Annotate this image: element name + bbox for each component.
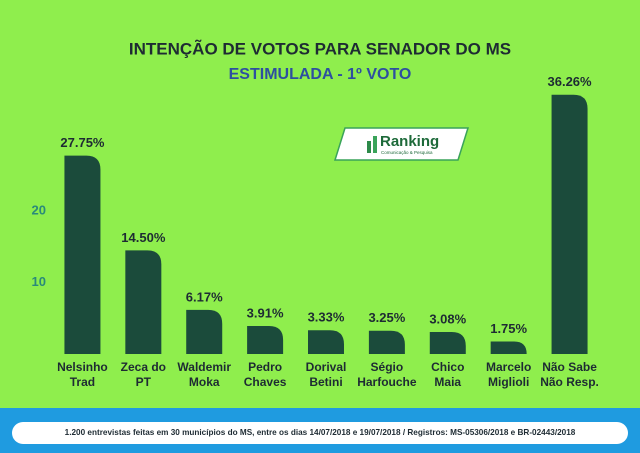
x-tick-label: Não Sabe [542,360,597,374]
x-tick-label: Betini [309,375,342,389]
chart-subtitle: ESTIMULADA - 1º VOTO [229,66,412,83]
logo-icon [373,136,377,153]
x-tick-label: Marcelo [486,360,531,374]
x-tick-label: Chico [431,360,464,374]
x-tick-label: PT [136,375,152,389]
x-tick-label: Zeca do [121,360,166,374]
bar [551,94,588,354]
y-tick-label: 20 [32,202,46,217]
x-tick-label: Trad [70,375,95,389]
x-tick-label: Nelsinho [57,360,108,374]
x-tick-label: Pedro [248,360,282,374]
bar [429,331,466,354]
x-tick-label: Moka [189,375,220,389]
x-tick-label: Miglioli [488,375,529,389]
value-label: 3.91% [247,305,284,320]
logo: Ranking Comunicação & Pesquisa [333,127,470,161]
y-tick-label: 10 [32,274,46,289]
footer-pill [12,422,628,444]
value-label: 1.75% [490,321,527,336]
bar [368,330,405,354]
x-tick-label: Ségio [371,360,404,374]
footer-text: 1.200 entrevistas feitas em 30 município… [65,428,576,437]
x-tick-label: Dorival [306,360,347,374]
logo-icon [367,141,371,153]
x-tick-label: Não Resp. [540,375,599,389]
bar [490,341,527,354]
value-label: 3.33% [308,310,345,325]
value-label: 14.50% [121,230,166,245]
value-label: 6.17% [186,289,223,304]
bar [125,250,162,354]
chart-title: INTENÇÃO DE VOTOS PARA SENADOR DO MS [129,38,511,58]
x-tick-label: Chaves [244,375,287,389]
value-label: 36.26% [548,74,593,89]
x-tick-label: Maia [434,375,461,389]
value-label: 3.25% [368,310,405,325]
bar [308,330,344,354]
x-tick-label: Waldemir [177,360,231,374]
bar [186,309,223,354]
value-label: 27.75% [60,135,105,150]
bar [64,155,101,354]
value-label: 3.08% [429,311,466,326]
logo-tagline: Comunicação & Pesquisa [381,150,433,155]
x-tick-label: Harfouche [357,375,417,389]
bar [247,326,284,354]
logo-text: Ranking [380,133,439,150]
